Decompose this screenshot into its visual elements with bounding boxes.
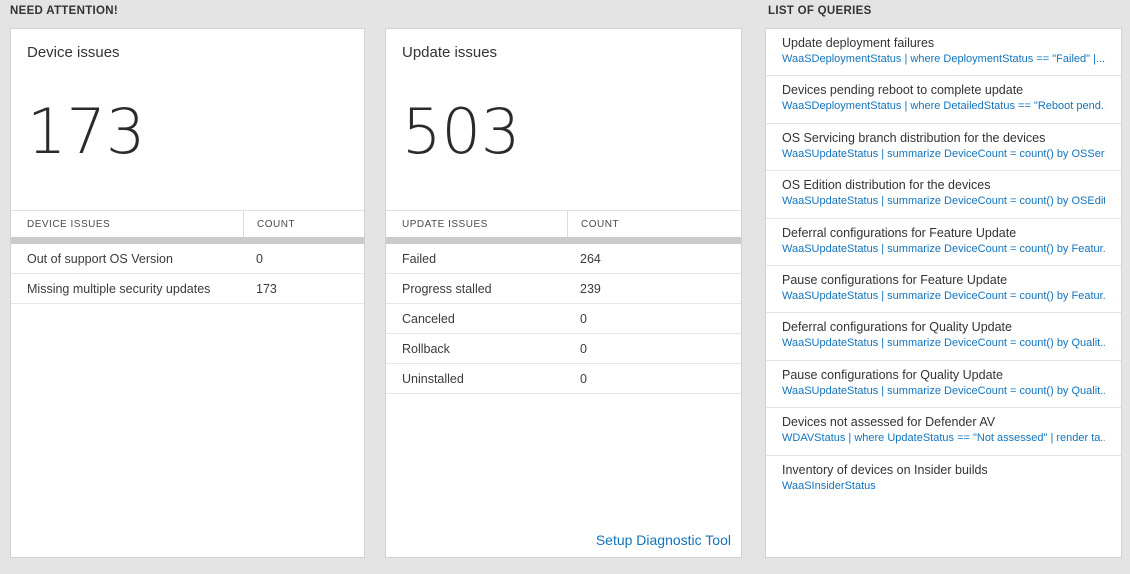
row-count: 0 <box>580 341 587 356</box>
setup-diagnostic-tool-link[interactable]: Setup Diagnostic Tool <box>595 532 731 548</box>
query-text: WaaSUpdateStatus | summarize DeviceCount… <box>782 337 1105 350</box>
query-list-item[interactable]: OS Edition distribution for the devices … <box>766 171 1121 219</box>
query-text: WaaSUpdateStatus | summarize DeviceCount… <box>782 147 1105 160</box>
row-label: Failed <box>402 251 437 266</box>
row-count: 173 <box>256 281 277 296</box>
tile-title: Device issues <box>27 44 120 61</box>
row-label: Out of support OS Version <box>27 251 173 266</box>
column-header-count: COUNT <box>567 211 741 237</box>
table-row[interactable]: Progress stalled 239 <box>386 274 741 304</box>
query-title: Inventory of devices on Insider builds <box>782 462 988 477</box>
query-list-item[interactable]: Deferral configurations for Feature Upda… <box>766 219 1121 266</box>
query-list-item[interactable]: Pause configurations for Feature Update … <box>766 266 1121 314</box>
row-count: 0 <box>256 251 263 266</box>
list-of-queries-panel: Update deployment failures WaaSDeploymen… <box>765 28 1122 558</box>
row-label: Progress stalled <box>402 281 492 296</box>
column-header-count: COUNT <box>243 211 364 237</box>
query-title: OS Edition distribution for the devices <box>782 178 991 193</box>
query-text: WaaSUpdateStatus | summarize DeviceCount… <box>782 289 1105 302</box>
device-issues-tile[interactable]: Device issues 173 <box>11 29 364 210</box>
query-text: WaaSInsiderStatus <box>782 479 876 492</box>
device-issues-big-number: 173 <box>27 95 146 168</box>
device-issues-card: Device issues 173 DEVICE ISSUES COUNT Ou… <box>10 28 365 558</box>
column-header-device-issues: DEVICE ISSUES <box>27 218 111 230</box>
table-header-row: DEVICE ISSUES COUNT <box>11 210 364 237</box>
query-text: WaaSUpdateStatus | summarize DeviceCount… <box>782 242 1105 255</box>
update-issues-table: UPDATE ISSUES COUNT Failed 264 Progress … <box>386 210 741 394</box>
row-label: Rollback <box>402 341 450 356</box>
query-title: Update deployment failures <box>782 36 935 50</box>
table-scrollbar[interactable] <box>386 237 741 244</box>
tile-title: Update issues <box>402 44 498 61</box>
table-header-row: UPDATE ISSUES COUNT <box>386 210 741 237</box>
row-count: 0 <box>580 311 587 326</box>
row-count: 264 <box>580 251 601 266</box>
query-list-item[interactable]: Deferral configurations for Quality Upda… <box>766 313 1121 361</box>
query-list-item[interactable]: Pause configurations for Quality Update … <box>766 361 1121 409</box>
query-list-item[interactable]: Inventory of devices on Insider builds W… <box>766 456 1121 503</box>
query-title: OS Servicing branch distribution for the… <box>782 130 1046 145</box>
table-row[interactable]: Failed 264 <box>386 244 741 274</box>
query-list-item[interactable]: OS Servicing branch distribution for the… <box>766 124 1121 172</box>
query-title: Pause configurations for Quality Update <box>782 367 1003 382</box>
table-row[interactable]: Out of support OS Version 0 <box>11 244 364 274</box>
table-row[interactable]: Uninstalled 0 <box>386 364 741 394</box>
table-row[interactable]: Canceled 0 <box>386 304 741 334</box>
column-header-update-issues: UPDATE ISSUES <box>402 218 488 230</box>
row-count: 239 <box>580 281 601 296</box>
query-list-item[interactable]: Update deployment failures WaaSDeploymen… <box>766 29 1121 77</box>
device-issues-table: DEVICE ISSUES COUNT Out of support OS Ve… <box>11 210 364 304</box>
table-row[interactable]: Missing multiple security updates 173 <box>11 274 364 304</box>
update-issues-tile[interactable]: Update issues 503 <box>386 29 741 210</box>
row-label: Missing multiple security updates <box>27 281 211 296</box>
query-list-item[interactable]: Devices not assessed for Defender AV WDA… <box>766 408 1121 456</box>
query-text: WaaSUpdateStatus | summarize DeviceCount… <box>782 195 1105 208</box>
row-count: 0 <box>580 371 587 386</box>
query-title: Devices not assessed for Defender AV <box>782 415 996 430</box>
need-attention-header: NEED ATTENTION! <box>10 5 118 17</box>
list-of-queries-header: LIST OF QUERIES <box>768 5 872 17</box>
table-scrollbar[interactable] <box>11 237 364 244</box>
query-title: Pause configurations for Feature Update <box>782 272 1008 287</box>
row-label: Uninstalled <box>402 371 464 386</box>
query-title: Deferral configurations for Feature Upda… <box>782 225 1017 240</box>
table-row[interactable]: Rollback 0 <box>386 334 741 364</box>
query-title: Deferral configurations for Quality Upda… <box>782 320 1012 335</box>
update-issues-big-number: 503 <box>402 95 521 168</box>
update-issues-card: Update issues 503 UPDATE ISSUES COUNT Fa… <box>385 28 742 558</box>
query-text: WaaSDeploymentStatus | where DetailedSta… <box>782 100 1105 113</box>
query-text: WDAVStatus | where UpdateStatus == "Not … <box>782 432 1105 445</box>
row-label: Canceled <box>402 311 455 326</box>
query-text: WaaSDeploymentStatus | where DeploymentS… <box>782 53 1105 65</box>
query-title: Devices pending reboot to complete updat… <box>782 83 1024 98</box>
query-list-item[interactable]: Devices pending reboot to complete updat… <box>766 76 1121 124</box>
query-text: WaaSUpdateStatus | summarize DeviceCount… <box>782 384 1105 397</box>
